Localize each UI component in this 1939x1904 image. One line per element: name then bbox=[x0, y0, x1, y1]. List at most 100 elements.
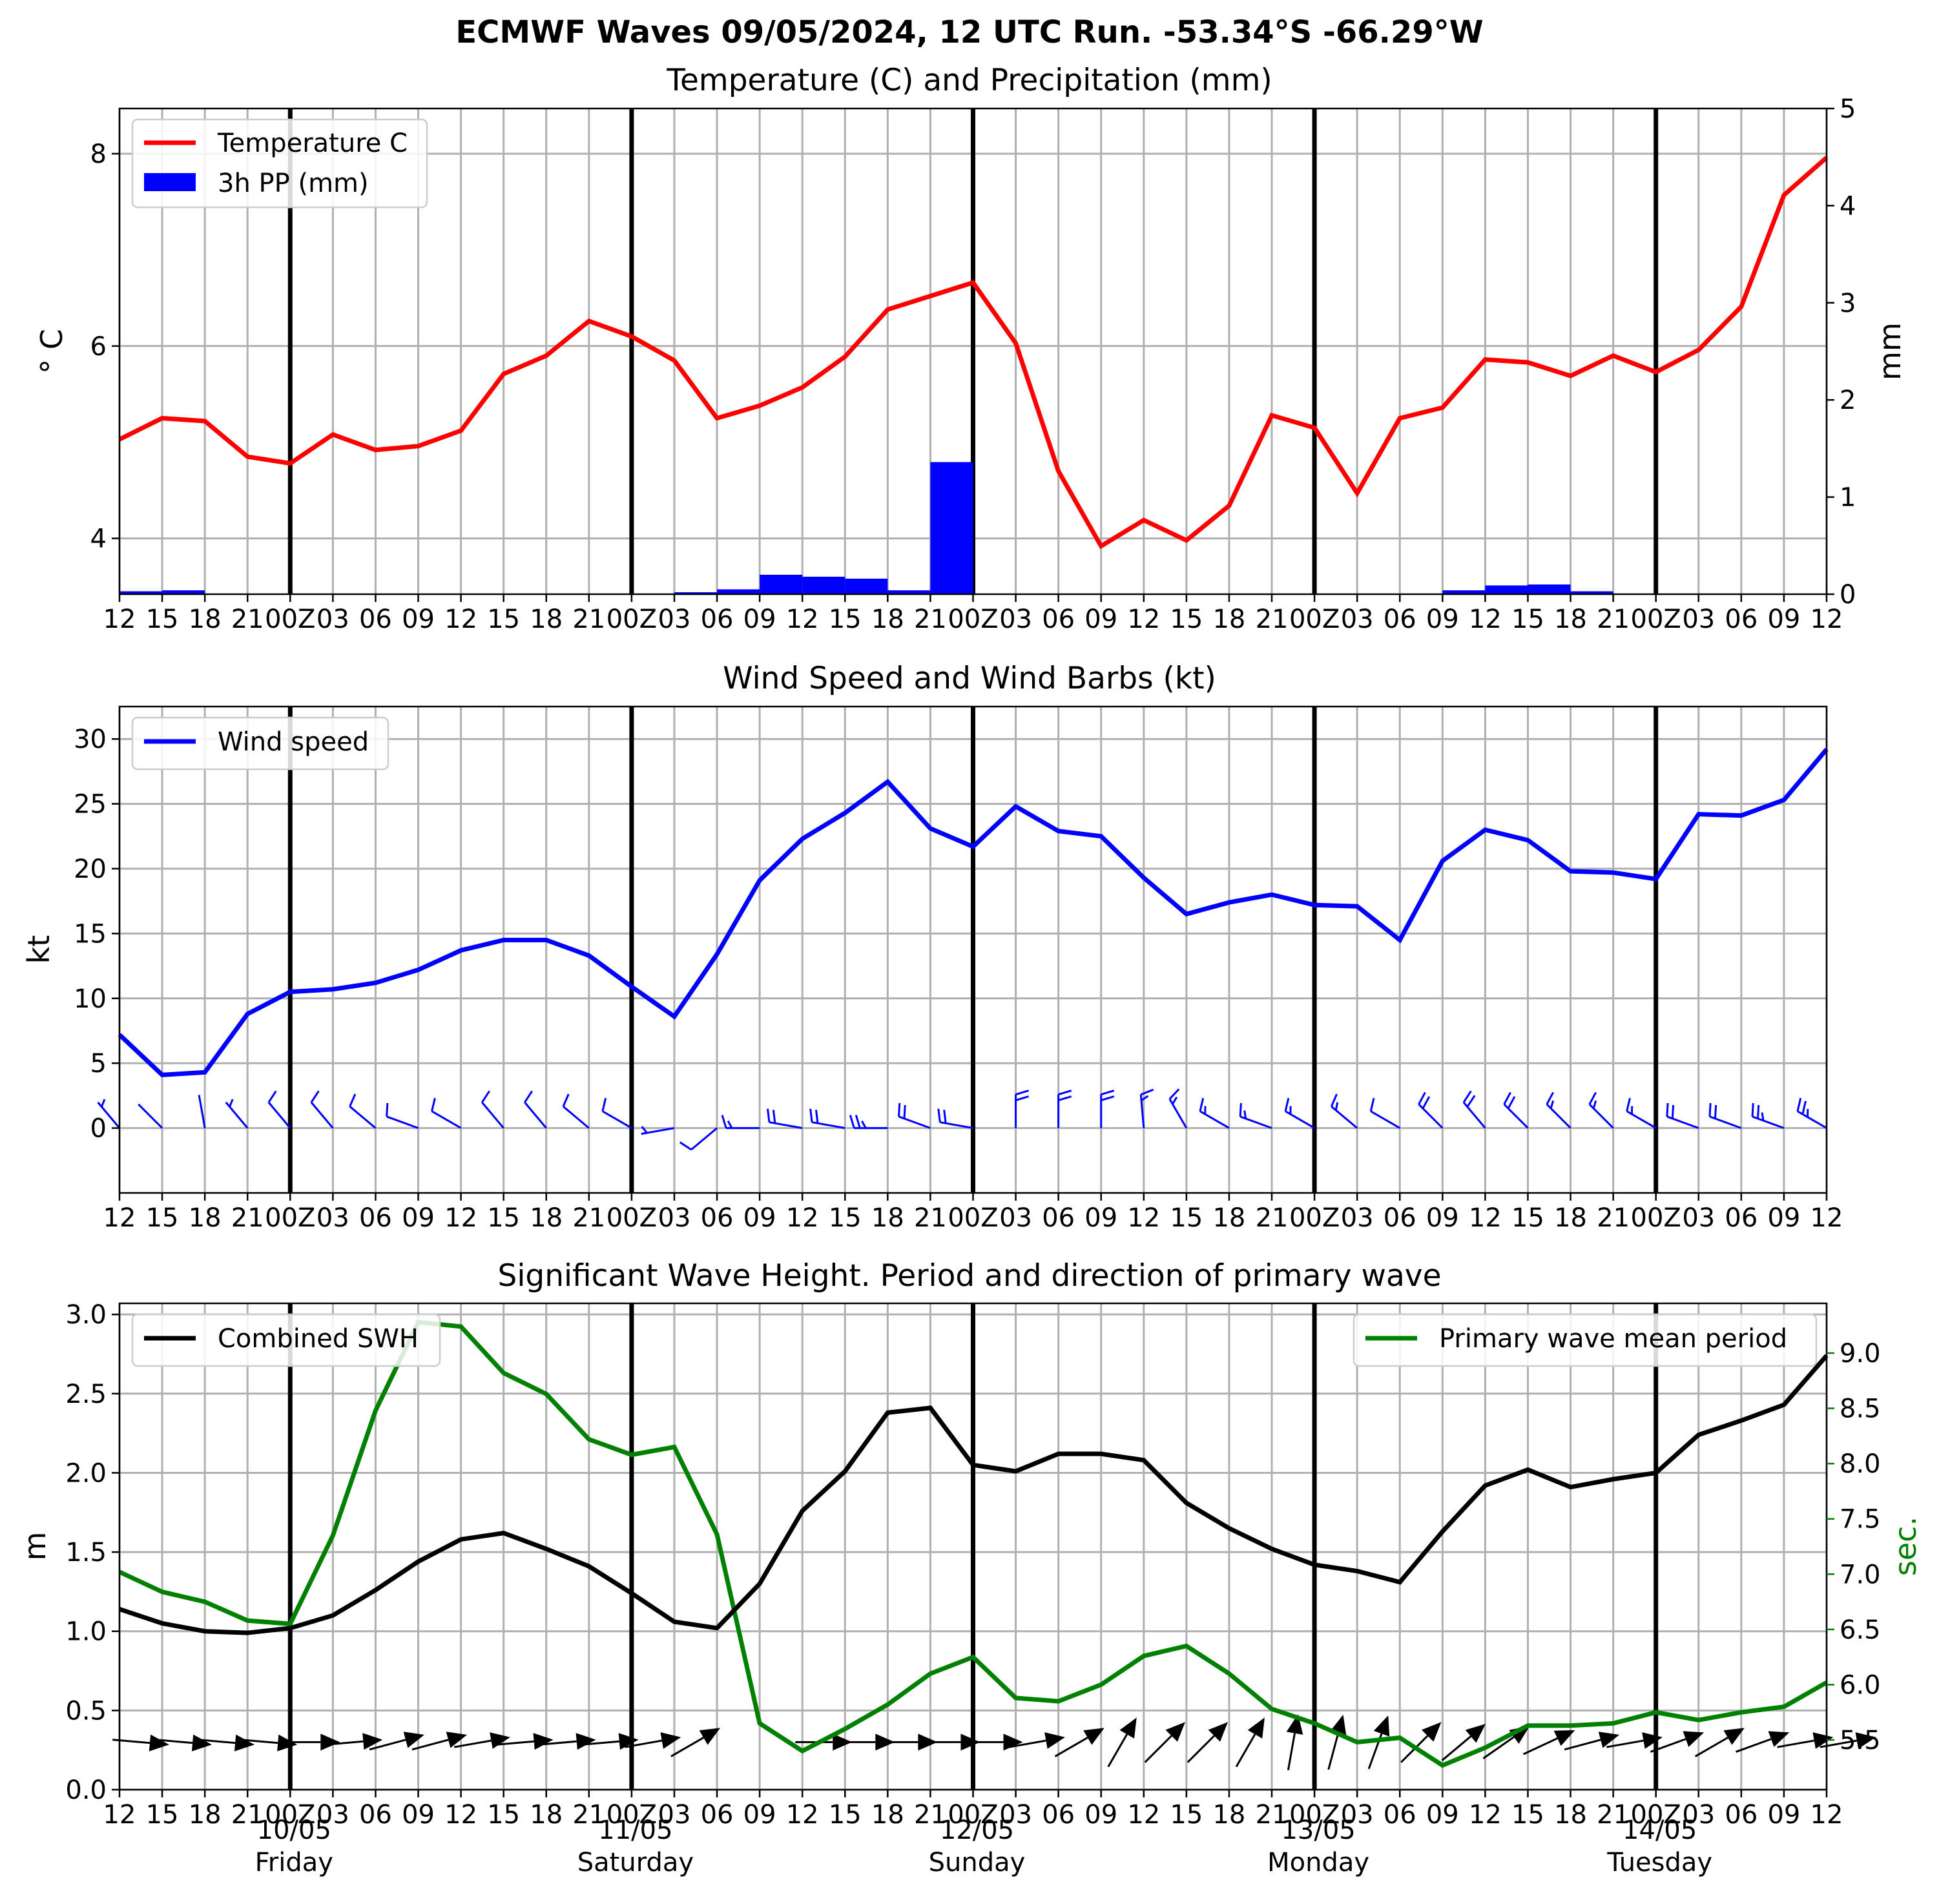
x-tick-label: 18 bbox=[871, 1203, 904, 1233]
arrow-head bbox=[1723, 1728, 1745, 1745]
day-date-label: 10/05 bbox=[257, 1816, 331, 1845]
y-tick-label: 30 bbox=[74, 725, 107, 754]
arrow-head bbox=[1683, 1731, 1705, 1747]
arrow-head bbox=[1598, 1732, 1620, 1748]
arrow-head bbox=[1119, 1717, 1137, 1739]
wave-direction-arrow bbox=[539, 1733, 596, 1750]
barb-feather bbox=[1714, 1104, 1717, 1119]
precip-bar bbox=[119, 591, 163, 594]
day-labels: 10/05 Friday 11/05 Saturday 12/05 Sunday 13/05… bbox=[255, 1816, 1712, 1878]
x-tick-label: 12 bbox=[444, 1800, 477, 1830]
arrow-head bbox=[1247, 1717, 1265, 1739]
precip-bar bbox=[1485, 585, 1528, 594]
barb-shaft bbox=[431, 1110, 462, 1129]
x-tick-label: 18 bbox=[1554, 605, 1587, 634]
wave-direction-arrow bbox=[1736, 1731, 1790, 1753]
wind-barb bbox=[1751, 1102, 1785, 1130]
arrow-shaft bbox=[1327, 1733, 1340, 1770]
wind-barb bbox=[1462, 1090, 1486, 1129]
barb-feather bbox=[431, 1097, 436, 1112]
x-tick-label: 03 bbox=[999, 1203, 1032, 1233]
wind-barbs bbox=[97, 1088, 1827, 1151]
barb-feather bbox=[1015, 1090, 1030, 1096]
x-tick-label: 09 bbox=[1767, 1800, 1800, 1830]
wave-direction-arrow bbox=[1144, 1722, 1185, 1763]
wind-barb bbox=[721, 1115, 760, 1130]
y2-tick-label: 3 bbox=[1840, 289, 1856, 318]
wind-barb bbox=[767, 1108, 803, 1130]
wind-barb bbox=[1796, 1097, 1827, 1129]
x-tick-label: 12 bbox=[786, 1203, 819, 1233]
wave-direction-arrow bbox=[1523, 1730, 1575, 1755]
arrow-head bbox=[362, 1733, 383, 1750]
wave-direction-arrows bbox=[112, 1714, 1876, 1771]
barb-feather bbox=[1015, 1095, 1030, 1102]
wave-direction-arrow bbox=[1327, 1714, 1347, 1770]
arrow-shaft bbox=[1235, 1733, 1256, 1768]
legend-precip-swatch bbox=[144, 173, 196, 191]
temperature-y-label: ° C bbox=[34, 329, 69, 374]
x-tick-label: 06 bbox=[359, 1800, 392, 1830]
barb-feather bbox=[772, 1110, 776, 1124]
wind-barb bbox=[198, 1095, 206, 1128]
barb-feather bbox=[1369, 1097, 1375, 1112]
x-tick-label: 03 bbox=[316, 605, 349, 634]
arrow-head bbox=[1465, 1724, 1486, 1743]
swh-y-ticks: 0.0 0.5 1.0 1.5 2.0 2.5 3.0 bbox=[65, 1300, 119, 1805]
y2-tick-label: 6.5 bbox=[1840, 1615, 1881, 1645]
x-tick-label: 21 bbox=[572, 1800, 605, 1830]
wind-barb bbox=[225, 1099, 249, 1129]
legend-wind-label: Wind speed bbox=[218, 727, 369, 757]
arrow-shaft bbox=[625, 1739, 662, 1748]
x-tick-label: 15 bbox=[146, 1203, 179, 1233]
day-name-label: Monday bbox=[1267, 1848, 1369, 1878]
x-tick-label: 15 bbox=[1170, 1800, 1203, 1830]
barb-feather bbox=[562, 1093, 570, 1107]
wind-speed-line bbox=[118, 748, 1829, 1077]
barb-feather bbox=[903, 1104, 906, 1119]
day-date-label: 12/05 bbox=[940, 1816, 1014, 1845]
wave-direction-arrow bbox=[112, 1734, 169, 1752]
x-tick-label: 06 bbox=[359, 605, 392, 634]
barb-feather bbox=[721, 1115, 727, 1129]
x-tick-label: 03 bbox=[658, 605, 691, 634]
x-tick-label: 00Z bbox=[1289, 1203, 1340, 1233]
barb-feather bbox=[1588, 1092, 1597, 1105]
barb-feather bbox=[1418, 1092, 1426, 1105]
wind-x-ticks: 12 15 18 21 00Z 03 06 09 12 15 18 21 00Z 03 06 09 12 15 18… bbox=[103, 1193, 1843, 1233]
wave-panel: Significant Wave Height. Period and dire… bbox=[17, 1258, 1923, 1878]
x-tick-label: 00Z bbox=[607, 605, 657, 634]
x-tick-label: 18 bbox=[1554, 1800, 1587, 1830]
x-tick-label: 21 bbox=[231, 605, 264, 634]
barb-feather bbox=[1140, 1088, 1154, 1096]
x-tick-label: 00Z bbox=[948, 1800, 998, 1830]
wave-direction-arrow bbox=[411, 1732, 468, 1751]
x-tick-label: 00Z bbox=[265, 1203, 315, 1233]
temperature-panel-title: Temperature (C) and Precipitation (mm) bbox=[666, 63, 1272, 98]
x-tick-label: 03 bbox=[658, 1203, 691, 1233]
barb-feather bbox=[1168, 1088, 1180, 1100]
wind-barb bbox=[1100, 1090, 1115, 1128]
x-tick-label: 18 bbox=[1212, 605, 1245, 634]
arrow-shaft bbox=[1107, 1733, 1128, 1768]
x-tick-label: 18 bbox=[1212, 1203, 1245, 1233]
x-tick-label: 06 bbox=[1042, 605, 1075, 634]
barb-feather bbox=[937, 1108, 941, 1123]
wind-barb bbox=[562, 1093, 590, 1129]
precip-y-ticks: 0 1 2 3 4 5 bbox=[1827, 94, 1856, 610]
barb-feather bbox=[727, 1120, 733, 1129]
precip-bar bbox=[760, 574, 803, 594]
arrow-head bbox=[699, 1728, 721, 1745]
arrow-shaft bbox=[155, 1739, 193, 1744]
x-tick-label: 21 bbox=[231, 1800, 264, 1830]
barb-feather bbox=[1757, 1104, 1760, 1119]
precip-bar bbox=[1442, 590, 1486, 594]
wave-direction-arrow bbox=[454, 1732, 510, 1749]
barb-shaft bbox=[386, 1115, 419, 1130]
wind-barb bbox=[1708, 1102, 1742, 1130]
barb-feather bbox=[1141, 1095, 1149, 1102]
x-tick-label: 15 bbox=[487, 1800, 520, 1830]
y-tick-label: 1.5 bbox=[65, 1538, 107, 1568]
arrow-head bbox=[191, 1734, 212, 1752]
wind-barb bbox=[641, 1126, 675, 1135]
